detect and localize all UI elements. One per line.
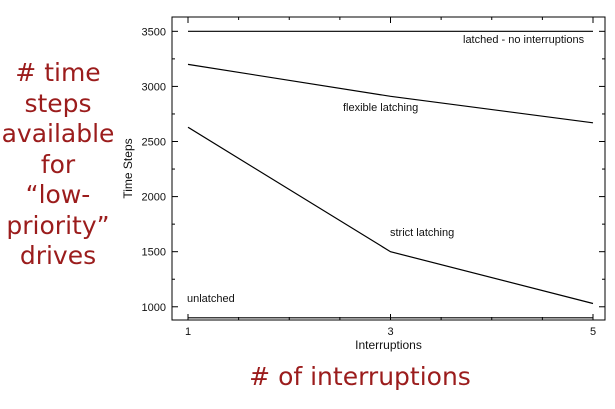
y-caption-line: priority” xyxy=(6,210,110,240)
series-label: latched - no interruptions xyxy=(463,34,585,46)
y-caption-line: # time xyxy=(15,58,101,87)
series-label: flexible latching xyxy=(343,102,418,114)
x-axis-title: Interruptions xyxy=(355,338,422,352)
y-caption-line: “low- xyxy=(25,180,91,209)
plot-frame xyxy=(171,16,606,321)
x-axis-caption: # of interruptions xyxy=(249,362,471,391)
series-line xyxy=(187,63,594,124)
y-tick-label: 2000 xyxy=(142,192,166,204)
y-axis-title: Time Steps xyxy=(121,138,135,198)
y-tick-label: 2500 xyxy=(142,137,166,149)
series-line xyxy=(187,126,594,305)
y-caption-line: for xyxy=(40,149,76,179)
y-tick-label: 1500 xyxy=(142,247,166,259)
series-label: strict latching xyxy=(390,227,454,239)
y-axis-caption: # time steps available for “low- priorit… xyxy=(0,58,116,272)
y-tick-label: 3500 xyxy=(142,26,166,38)
y-tick-label: 3000 xyxy=(142,81,166,93)
y-caption-line: drives xyxy=(19,241,97,270)
x-tick-label: 3 xyxy=(387,326,393,338)
y-tick-label: 1000 xyxy=(142,302,166,314)
x-tick-label: 1 xyxy=(185,326,191,338)
y-caption-line: steps xyxy=(24,88,92,118)
series-label: unlatched xyxy=(187,293,235,305)
x-tick-label: 5 xyxy=(590,326,596,338)
y-caption-line: available xyxy=(1,119,115,148)
